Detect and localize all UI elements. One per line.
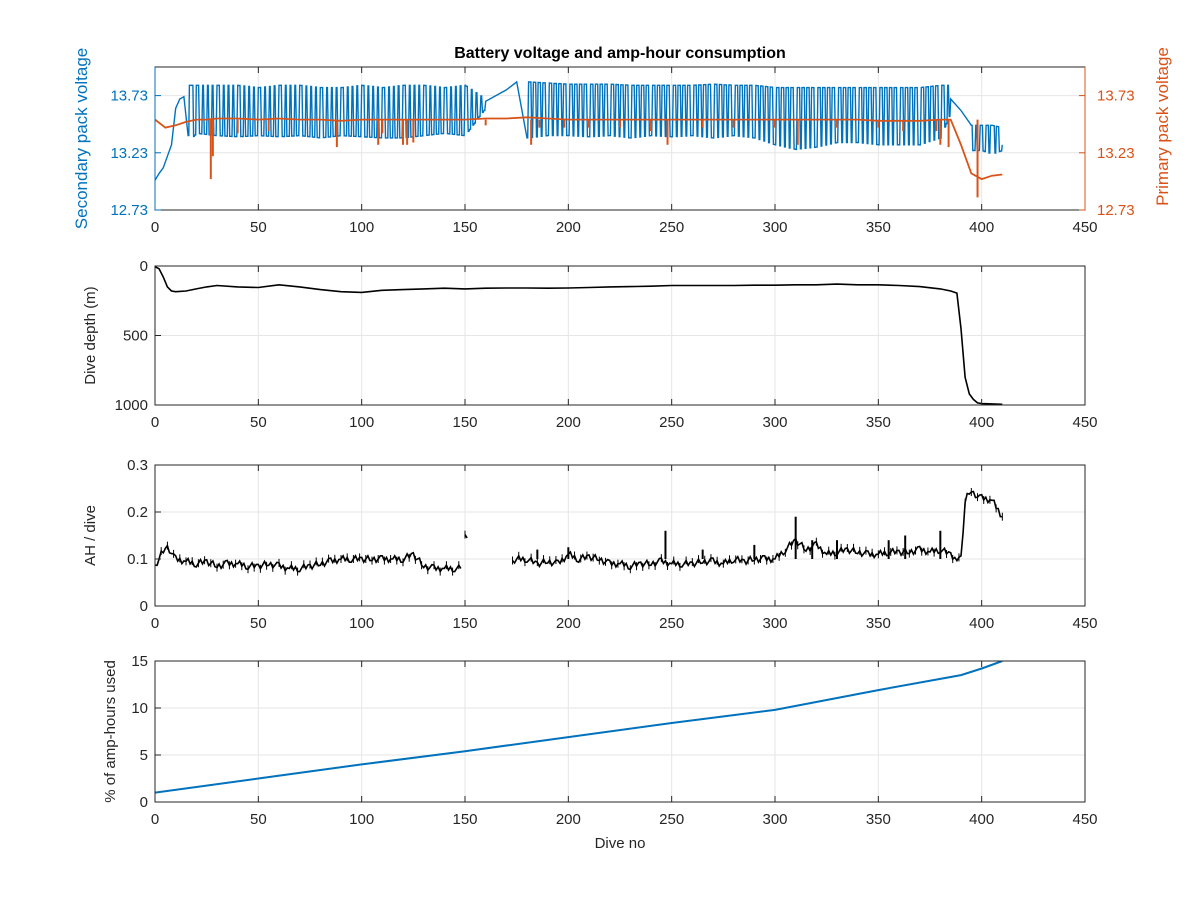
y-tick-label: 1000 xyxy=(115,397,148,414)
x-tick-label: 450 xyxy=(1072,811,1097,828)
x-tick-label: 400 xyxy=(969,811,994,828)
x-tick-label: 350 xyxy=(866,615,891,632)
plot-area-4 xyxy=(155,661,1085,802)
x-tick-label: 200 xyxy=(556,219,581,236)
x-tick-label: 150 xyxy=(452,414,477,431)
x-tick-label: 100 xyxy=(349,615,374,632)
x-tick-label: 450 xyxy=(1072,219,1097,236)
x-tick-label: 200 xyxy=(556,615,581,632)
x-tick-label: 50 xyxy=(250,219,267,236)
series-line-ah-per-dive xyxy=(511,490,1003,571)
x-tick-label: 150 xyxy=(452,615,477,632)
x-tick-label: 250 xyxy=(659,811,684,828)
y-tick-label: 0 xyxy=(140,598,148,615)
x-tick-label: 200 xyxy=(556,414,581,431)
x-tick-label: 300 xyxy=(762,219,787,236)
subplot-4: 0 50 100 150 200 250 300 350 400 450 0 5 10 15 % of am… xyxy=(102,653,1098,852)
series-line-percent-used xyxy=(155,661,1003,794)
x-tick-label: 50 xyxy=(250,615,267,632)
subplot-2: 0 50 100 150 200 250 300 350 400 450 0 500 1000 Dive … xyxy=(82,258,1098,431)
series-line-secondary xyxy=(155,80,1003,181)
y-tick-label: 0 xyxy=(140,258,148,275)
y-tick-label: 13.23 xyxy=(110,145,148,162)
x-tick-label: 250 xyxy=(659,615,684,632)
y2-tick-label: 13.23 xyxy=(1097,145,1135,162)
x-tick-label: 300 xyxy=(762,811,787,828)
x-tick-label: 400 xyxy=(969,219,994,236)
y-tick-label: 500 xyxy=(123,328,148,345)
x-tick-label: 300 xyxy=(762,615,787,632)
x-tick-label: 150 xyxy=(452,811,477,828)
y-tick-label: 5 xyxy=(140,747,148,764)
y-axis-label: Secondary pack voltage xyxy=(72,48,91,229)
x-tick-label: 450 xyxy=(1072,615,1097,632)
data-layer-2 xyxy=(155,266,1003,405)
x-tick-label: 300 xyxy=(762,414,787,431)
x-tick-label: 0 xyxy=(151,414,159,431)
chart-title: Battery voltage and amp-hour consumption xyxy=(454,45,786,62)
series-line-dive-depth xyxy=(155,266,1003,405)
x-tick-label: 350 xyxy=(866,811,891,828)
axes-box-4 xyxy=(154,660,1086,803)
y-tick-label: 0.1 xyxy=(127,551,148,568)
data-layer-4 xyxy=(155,661,1003,794)
data-layer-3 xyxy=(155,488,1003,576)
y-tick-label: 0 xyxy=(140,794,148,811)
y-tick-label: 13.73 xyxy=(110,88,148,105)
plot-area-3 xyxy=(155,465,1085,606)
data-layer-1 xyxy=(155,80,1003,198)
y-axis-label: Dive depth (m) xyxy=(82,286,99,384)
subplot-1: 0 50 100 150 200 250 300 350 400 45012.7313.2313.… xyxy=(72,45,1172,236)
x-tick-label: 350 xyxy=(866,414,891,431)
y2-tick-label: 13.73 xyxy=(1097,88,1135,105)
y-axis-label: % of amp-hours used xyxy=(102,660,119,803)
x-tick-label: 200 xyxy=(556,811,581,828)
x-tick-label: 50 xyxy=(250,811,267,828)
x-tick-label: 250 xyxy=(659,414,684,431)
y2-tick-label: 12.73 xyxy=(1097,202,1135,219)
x-tick-label: 0 xyxy=(151,811,159,828)
y-tick-label: 12.73 xyxy=(110,202,148,219)
subplot-3: 0 50 100 150 200 250 300 350 400 450 0 0.1 0.2 0.3 AH … xyxy=(82,457,1098,632)
y-axis-label: AH / dive xyxy=(82,505,99,566)
x-tick-label: 350 xyxy=(866,219,891,236)
x-tick-label: 50 xyxy=(250,414,267,431)
x-tick-label: 100 xyxy=(349,811,374,828)
axes-box-3 xyxy=(154,464,1086,607)
x-tick-label: 450 xyxy=(1072,414,1097,431)
x-tick-label: 400 xyxy=(969,414,994,431)
x-tick-label: 0 xyxy=(151,219,159,236)
series-line-ah-per-dive xyxy=(155,543,462,574)
x-tick-label: 100 xyxy=(349,219,374,236)
x-tick-label: 150 xyxy=(452,219,477,236)
y-tick-label: 0.2 xyxy=(127,504,148,521)
x-tick-label: 0 xyxy=(151,615,159,632)
x-tick-label: 400 xyxy=(969,615,994,632)
x-tick-label: 100 xyxy=(349,414,374,431)
x-tick-label: 250 xyxy=(659,219,684,236)
y-tick-label: 10 xyxy=(131,700,148,717)
y-tick-label: 15 xyxy=(131,653,148,670)
y2-axis-label: Primary pack voltage xyxy=(1153,47,1172,206)
y-tick-label: 0.3 xyxy=(127,457,148,474)
x-axis-label: Dive no xyxy=(595,835,646,852)
